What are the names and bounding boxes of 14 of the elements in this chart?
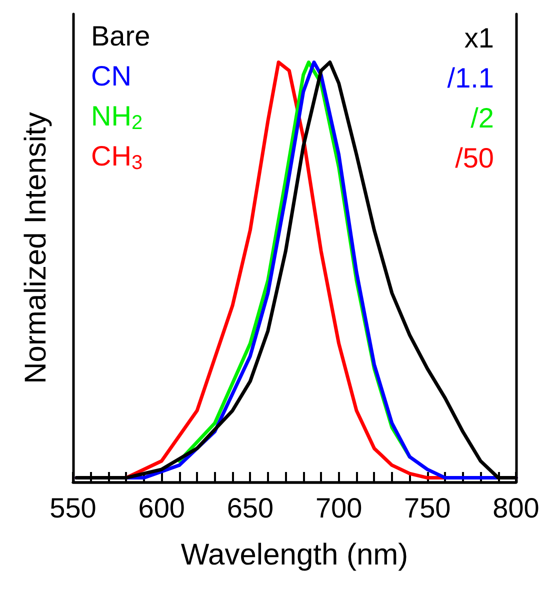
x-tick-label: 700 <box>315 492 362 524</box>
text: CN <box>91 60 132 92</box>
annotation: /2 <box>470 102 494 134</box>
x-tick-label: 650 <box>226 492 274 524</box>
text: Bare <box>91 20 150 52</box>
text: x1 <box>464 22 494 54</box>
x-tick-label: 750 <box>404 492 451 524</box>
x-tick-label: 600 <box>138 492 185 524</box>
annotation: /1.1 <box>447 62 494 94</box>
y-axis-title: Normalized Intensity <box>20 112 52 384</box>
x-axis-title: Wavelength (nm) <box>180 538 408 572</box>
annotation: /50 <box>455 142 494 174</box>
x-tick-label: 550 <box>50 492 96 524</box>
x-tick-label: 800 <box>492 492 540 524</box>
